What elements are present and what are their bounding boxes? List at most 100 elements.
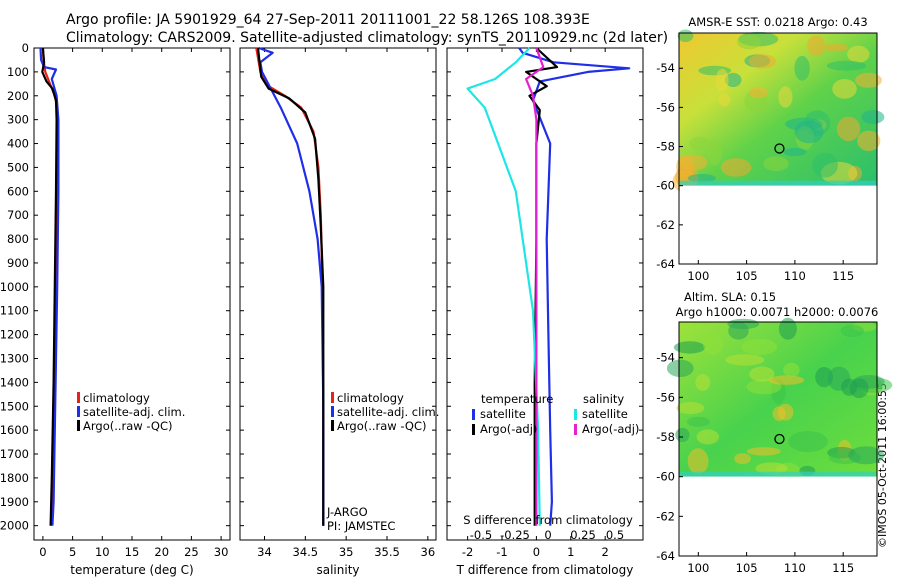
sst-map-texture xyxy=(677,29,694,43)
diff-s-tick-label: 0.5 xyxy=(606,528,624,542)
difference-xtick-label: 0 xyxy=(533,545,540,559)
salinity-series-line xyxy=(256,47,325,526)
sla-map-texture xyxy=(755,462,788,475)
temperature-xtick-label: 0 xyxy=(39,545,46,559)
temperature-xtick-label: 30 xyxy=(214,545,229,559)
temperature-panel: 0100200300400500600700800900100011001200… xyxy=(0,41,231,577)
sst-map-lon-label: 105 xyxy=(736,269,758,283)
sst-map-texture xyxy=(832,78,857,99)
sla-map-texture xyxy=(696,429,720,445)
temperature-legend-swatch xyxy=(77,420,80,431)
depth-tick-label: 400 xyxy=(7,137,29,151)
difference-series-line xyxy=(524,47,545,526)
salinity-axes-frame xyxy=(239,47,437,541)
salinity-legend-swatch xyxy=(331,392,334,403)
sla-map-texture xyxy=(772,406,786,421)
salinity-legend-swatch xyxy=(331,406,334,417)
difference-xtick-label: -2 xyxy=(462,545,473,559)
diff-s-tick-label: 0.25 xyxy=(570,528,596,542)
sla-map-texture xyxy=(840,324,865,338)
temperature-legend-swatch xyxy=(77,392,80,403)
salinity-legend-label: satellite-adj. clim. xyxy=(337,405,439,419)
temperature-xtick-label: 15 xyxy=(125,545,140,559)
sla-map-texture xyxy=(768,375,805,385)
salinity-xtick-label: 35.5 xyxy=(374,545,400,559)
depth-tick-label: 1700 xyxy=(0,447,29,461)
difference-panel: -2 -1 0 1 2 T difference from climatology temp… xyxy=(446,47,644,577)
diff-s-tick-label: -0.5 xyxy=(470,528,492,542)
diff-legend-swatch xyxy=(574,409,577,420)
temperature-xtick-label: 5 xyxy=(69,545,76,559)
sst-map-border xyxy=(678,32,878,265)
depth-tick-label: 700 xyxy=(7,208,29,222)
difference-axes-frame xyxy=(446,47,644,541)
depth-tick-label: 0 xyxy=(22,41,29,55)
sst-map-argo-marker xyxy=(774,143,785,154)
temperature-xlabel: temperature (deg C) xyxy=(70,563,193,577)
sla-map-texture xyxy=(788,431,828,453)
diff-s-tick-label: -0.25 xyxy=(500,528,530,542)
diff-s-axis-label: S difference from climatology xyxy=(463,513,633,527)
sst-map-texture xyxy=(715,68,729,92)
difference-xtick-label: -1 xyxy=(496,545,507,559)
salinity-xtick-label: 34.5 xyxy=(293,545,319,559)
sla-map-title: Altim. SLA: 0.15 xyxy=(684,290,776,304)
difference-xtick-label: 1 xyxy=(567,545,574,559)
depth-tick-label: 2000 xyxy=(0,519,29,533)
sla-map-lat-label: -64 xyxy=(656,549,675,563)
sla-map-texture xyxy=(673,341,706,354)
diff-legend-label: Argo(-adj) xyxy=(582,422,639,436)
sla-map-texture xyxy=(675,427,690,443)
difference-xtick-label: 2 xyxy=(602,545,609,559)
depth-tick-label: 500 xyxy=(7,160,29,174)
sla-map-lon-label: 115 xyxy=(832,561,854,575)
sst-map-texture xyxy=(807,35,826,56)
sla-map-texture xyxy=(849,378,869,399)
salinity-panel: 34 34.5 35 35.5 36 salinity climatologysatelli… xyxy=(239,46,439,577)
sst-map-texture xyxy=(847,45,870,63)
sla-map-lon-label: 110 xyxy=(784,561,806,575)
sst-map-texture xyxy=(826,60,867,71)
sst-map-texture xyxy=(718,93,731,107)
depth-tick-label: 800 xyxy=(7,232,29,246)
difference-xlabel: T difference from climatology xyxy=(456,563,634,577)
sla-map-lon-label: 105 xyxy=(736,561,758,575)
sst-map-lat-label: -56 xyxy=(656,100,675,114)
sst-map-lat-label: -60 xyxy=(656,179,675,193)
diff-legend-label: satellite xyxy=(582,407,628,421)
sst-map-texture xyxy=(812,152,838,178)
depth-tick-label: 1200 xyxy=(0,328,29,342)
sla-map-texture xyxy=(686,416,711,427)
depth-tick-label: 1000 xyxy=(0,280,29,294)
sla-map-subtitle: Argo h1000: 0.0071 h2000: 0.0076 xyxy=(676,305,879,319)
depth-tick-label: 1800 xyxy=(0,471,29,485)
salinity-legend-label: Argo(..raw -QC) xyxy=(337,419,427,433)
diff-legend-swatch xyxy=(472,424,475,435)
pi-label: PI: JAMSTEC xyxy=(327,519,395,533)
sst-map-texture xyxy=(736,34,761,50)
sla-map-texture xyxy=(728,321,749,340)
sst-map-title: AMSR-E SST: 0.0218 Argo: 0.43 xyxy=(688,15,867,29)
depth-tick-label: 1300 xyxy=(0,351,29,365)
sla-map-texture xyxy=(695,373,711,391)
temperature-legend-label: satellite-adj. clim. xyxy=(83,405,185,419)
sla-map-texture xyxy=(778,317,797,340)
diff-legend-swatch xyxy=(574,424,577,435)
temperature-axes-frame xyxy=(33,47,231,541)
sst-map-lat-label: -64 xyxy=(656,257,675,271)
salinity-xtick-label: 35 xyxy=(339,545,354,559)
temperature-xtick-label: 10 xyxy=(95,545,110,559)
sla-map-texture xyxy=(666,359,694,378)
sst-map-lon-label: 115 xyxy=(832,269,854,283)
diff-legend-label: satellite xyxy=(480,407,526,421)
sla-map-texture xyxy=(848,446,885,465)
diff-legend-label: Argo(-adj) xyxy=(480,422,537,436)
sla-map-border xyxy=(678,321,878,557)
sst-map-texture xyxy=(749,86,768,99)
diff-legend-title: salinity xyxy=(583,392,624,406)
sst-map-lon-label: 110 xyxy=(784,269,806,283)
sla-map-texture xyxy=(687,448,709,475)
depth-tick-label: 1400 xyxy=(0,375,29,389)
sst-map-texture xyxy=(836,116,861,142)
